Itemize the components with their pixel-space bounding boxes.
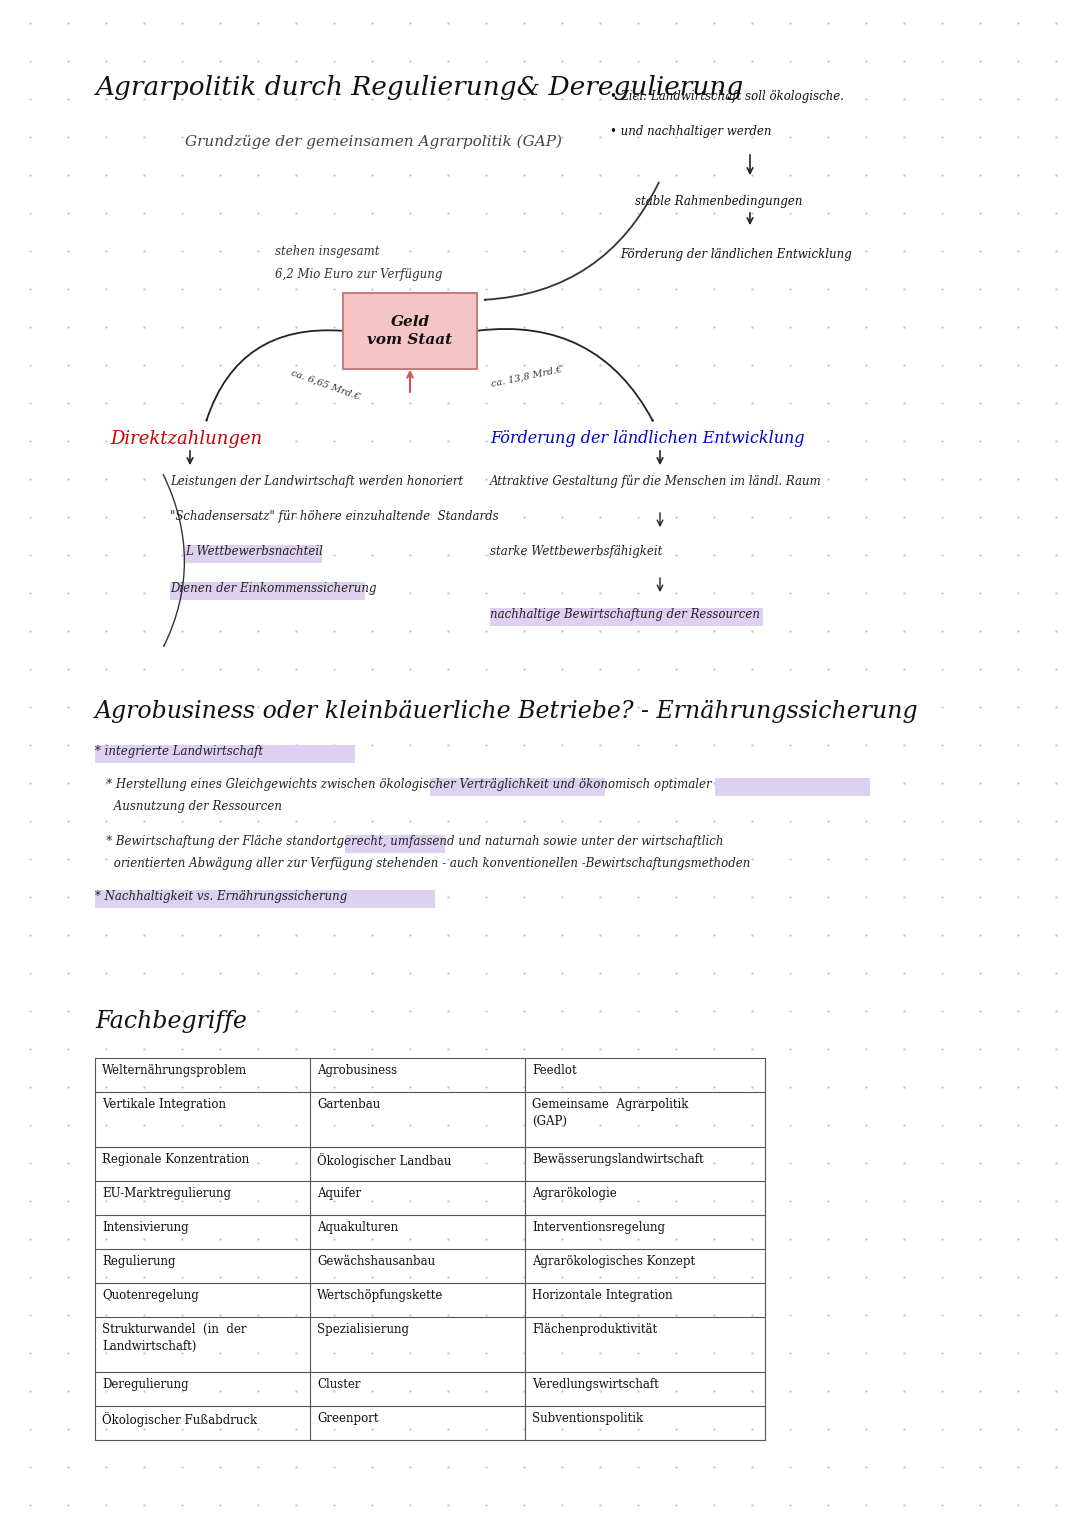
Text: * Herstellung eines Gleichgewichts zwischen ökologischer Verträglichkeit und öko: * Herstellung eines Gleichgewichts zwisc… [95, 778, 712, 791]
Text: Ökologischer Fußabdruck: Ökologischer Fußabdruck [102, 1412, 257, 1427]
Text: Cluster: Cluster [318, 1379, 361, 1391]
FancyBboxPatch shape [95, 891, 435, 907]
Text: Grundzüge der gemeinsamen Agrarpolitik (GAP): Grundzüge der gemeinsamen Agrarpolitik (… [185, 136, 562, 149]
FancyBboxPatch shape [343, 293, 477, 369]
Text: Strukturwandel  (in  der
Landwirtschaft): Strukturwandel (in der Landwirtschaft) [102, 1324, 246, 1353]
Text: Flächenproduktivität: Flächenproduktivität [532, 1324, 657, 1336]
Text: Horizontale Integration: Horizontale Integration [532, 1289, 673, 1302]
Text: • Ziel: Landwirtschaft soll ökologische.: • Ziel: Landwirtschaft soll ökologische. [610, 90, 843, 104]
Text: Aquakulturen: Aquakulturen [318, 1222, 399, 1234]
Text: Gemeinsame  Agrarpolitik
(GAP): Gemeinsame Agrarpolitik (GAP) [532, 1098, 688, 1127]
Text: Förderung der ländlichen Entwicklung: Förderung der ländlichen Entwicklung [490, 430, 805, 447]
Text: Wertschöpfungskette: Wertschöpfungskette [318, 1289, 444, 1302]
Text: Regionale Konzentration: Regionale Konzentration [102, 1153, 249, 1167]
FancyBboxPatch shape [490, 608, 762, 625]
Text: Attraktive Gestaltung für die Menschen im ländl. Raum: Attraktive Gestaltung für die Menschen i… [490, 474, 822, 488]
Text: Regulierung: Regulierung [102, 1255, 175, 1267]
FancyBboxPatch shape [170, 583, 365, 599]
Text: Dienen der Einkommenssicherung: Dienen der Einkommenssicherung [170, 583, 377, 595]
Text: Interventionsregelung: Interventionsregelung [532, 1222, 665, 1234]
Text: nachhaltige Bewirtschaftung der Ressourcen: nachhaltige Bewirtschaftung der Ressourc… [490, 608, 760, 621]
Text: Agrarökologie: Agrarökologie [532, 1186, 617, 1200]
Text: stable Rahmenbedingungen: stable Rahmenbedingungen [635, 195, 802, 207]
Text: Gartenbau: Gartenbau [318, 1098, 380, 1112]
Text: Bewässerungslandwirtschaft: Bewässerungslandwirtschaft [532, 1153, 704, 1167]
Text: Welternährungsproblem: Welternährungsproblem [102, 1064, 247, 1077]
Text: Agrobusiness: Agrobusiness [318, 1064, 397, 1077]
FancyArrowPatch shape [485, 183, 659, 300]
Text: Spezialisierung: Spezialisierung [318, 1324, 409, 1336]
Text: Gewächshausanbau: Gewächshausanbau [318, 1255, 435, 1267]
FancyBboxPatch shape [430, 778, 605, 796]
Text: Intensivierung: Intensivierung [102, 1222, 189, 1234]
FancyArrowPatch shape [163, 474, 185, 647]
Text: stehen insgesamt: stehen insgesamt [275, 246, 379, 258]
Text: ca. 6,65 Mrd.€: ca. 6,65 Mrd.€ [291, 368, 362, 401]
Text: Fachbegriffe: Fachbegriffe [95, 1010, 247, 1032]
Text: ca. 13,8 Mrd.€: ca. 13,8 Mrd.€ [490, 364, 563, 389]
Text: Förderung der ländlichen Entwicklung: Förderung der ländlichen Entwicklung [620, 249, 852, 261]
Text: 6,2 Mio Euro zur Verfügung: 6,2 Mio Euro zur Verfügung [275, 268, 443, 281]
Text: Ausnutzung der Ressourcen: Ausnutzung der Ressourcen [95, 801, 282, 813]
Text: Greenport: Greenport [318, 1412, 378, 1424]
Text: Ökologischer Landbau: Ökologischer Landbau [318, 1153, 451, 1168]
Text: Geld
vom Staat: Geld vom Staat [367, 316, 453, 346]
Text: • und nachhaltiger werden: • und nachhaltiger werden [610, 125, 771, 137]
Text: * Nachhaltigkeit vs. Ernährungssicherung: * Nachhaltigkeit vs. Ernährungssicherung [95, 891, 348, 903]
Text: Feedlot: Feedlot [532, 1064, 577, 1077]
Text: Agrobusiness oder kleinbäuerliche Betriebe? - Ernährungssicherung: Agrobusiness oder kleinbäuerliche Betrie… [95, 700, 919, 723]
Text: EU-Marktregulierung: EU-Marktregulierung [102, 1186, 231, 1200]
Text: "Schadensersatz" für höhere einzuhaltende  Standards: "Schadensersatz" für höhere einzuhaltend… [170, 509, 499, 523]
FancyArrowPatch shape [477, 329, 652, 421]
FancyBboxPatch shape [345, 836, 445, 852]
Text: Aquifer: Aquifer [318, 1186, 361, 1200]
Text: Deregulierung: Deregulierung [102, 1379, 189, 1391]
Text: Veredlungswirtschaft: Veredlungswirtschaft [532, 1379, 659, 1391]
Text: Direktzahlungen: Direktzahlungen [110, 430, 262, 448]
Text: Leistungen der Landwirtschaft werden honoriert: Leistungen der Landwirtschaft werden hon… [170, 474, 463, 488]
Text: * integrierte Landwirtschaft: * integrierte Landwirtschaft [95, 746, 264, 758]
Text: Agrarökologisches Konzept: Agrarökologisches Konzept [532, 1255, 696, 1267]
Text: starke Wettbewerbsfähigkeit: starke Wettbewerbsfähigkeit [490, 544, 662, 558]
FancyBboxPatch shape [715, 778, 870, 796]
FancyArrowPatch shape [206, 331, 342, 421]
Text: Vertikale Integration: Vertikale Integration [102, 1098, 226, 1112]
Text: Agrarpolitik durch Regulierung& Deregulierung: Agrarpolitik durch Regulierung& Dereguli… [95, 75, 743, 101]
Text: Subventionspolitik: Subventionspolitik [532, 1412, 643, 1424]
Text: orientierten Abwägung aller zur Verfügung stehenden - auch konventionellen -Bewi: orientierten Abwägung aller zur Verfügun… [95, 857, 751, 869]
Text: L Wettbewerbsnachteil: L Wettbewerbsnachteil [185, 544, 323, 558]
FancyBboxPatch shape [95, 746, 355, 762]
Text: * Bewirtschaftung der Fläche standortgerecht, umfassend und naturnah sowie unter: * Bewirtschaftung der Fläche standortger… [95, 836, 724, 848]
Text: Quotenregelung: Quotenregelung [102, 1289, 199, 1302]
FancyBboxPatch shape [185, 544, 322, 563]
